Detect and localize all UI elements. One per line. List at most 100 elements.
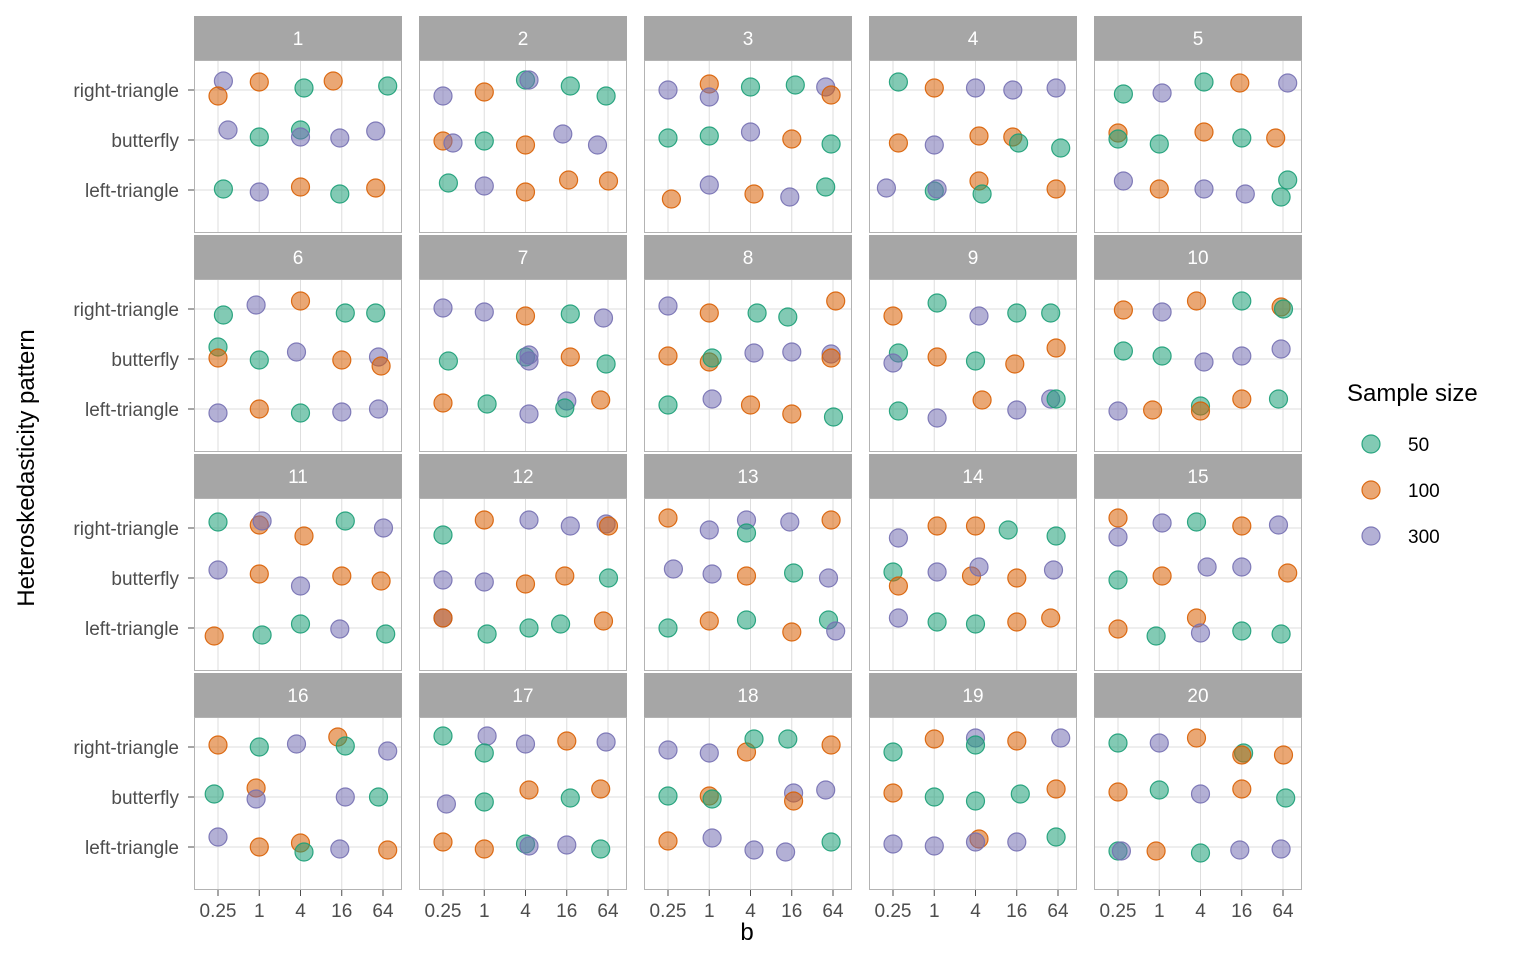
scatter-point (1232, 346, 1252, 366)
scatter-point (433, 726, 453, 746)
y-tick-label: left-triangle (85, 181, 179, 202)
facet-panel-8: 8 (644, 235, 852, 452)
facet-strip-label: 2 (518, 29, 529, 50)
facet-strip-label: 6 (293, 248, 304, 269)
x-tick-label: 1 (929, 901, 940, 922)
y-tick-label: butterfly (111, 350, 179, 371)
scatter-point (780, 512, 800, 532)
x-tick-label: 4 (970, 901, 981, 922)
scatter-point (555, 398, 575, 418)
scatter-point (366, 121, 386, 141)
x-tick-label: 16 (556, 901, 577, 922)
facet-strip (194, 454, 402, 498)
scatter-point (888, 401, 909, 421)
scatter-point (519, 780, 539, 800)
facet-strip-label: 17 (512, 686, 533, 707)
scatter-point (1108, 129, 1128, 149)
scatter-point (433, 832, 453, 852)
scatter-point (249, 182, 269, 202)
facet-strip (869, 673, 1077, 717)
scatter-point (998, 520, 1018, 540)
scatter-point (883, 353, 903, 373)
scatter-point (1046, 827, 1066, 847)
scatter-point (972, 390, 992, 410)
scatter-point (744, 343, 764, 363)
scatter-point (658, 618, 678, 638)
scatter-point (1113, 341, 1134, 361)
scatter-point (436, 794, 456, 814)
scatter-point (965, 614, 986, 634)
scatter-point (927, 179, 947, 199)
scatter-point (740, 122, 761, 142)
facet-strip (869, 454, 1077, 498)
scatter-point (474, 82, 494, 102)
scatter-point (1266, 128, 1286, 148)
scatter-point (924, 787, 944, 807)
scatter-point (1271, 187, 1291, 207)
scatter-point (598, 516, 619, 536)
scatter-point (1007, 400, 1027, 420)
scatter-point (213, 305, 233, 325)
scatter-point (294, 526, 314, 546)
scatter-point (1235, 184, 1255, 204)
scatter-point (1146, 841, 1166, 861)
scatter-point (747, 303, 767, 323)
facet-strip-label: 20 (1187, 686, 1208, 707)
y-axis-labels: left-triangle butterfly right-triangle left… (73, 81, 194, 859)
scatter-point (378, 741, 398, 761)
scatter-point (1190, 401, 1211, 421)
scatter-point (218, 120, 238, 140)
scatter-point (783, 563, 804, 583)
scatter-point (290, 576, 311, 596)
facet-strip-label: 8 (743, 248, 754, 269)
scatter-point (888, 608, 909, 628)
scatter-point (1043, 560, 1064, 580)
scatter-point (782, 129, 802, 149)
scatter-point (290, 127, 311, 147)
scatter-point (744, 184, 764, 204)
scatter-point (1152, 513, 1172, 533)
scatter-point (1142, 400, 1163, 420)
scatter-point (1152, 566, 1172, 586)
scatter-point (208, 403, 228, 423)
scatter-point (290, 291, 311, 311)
scatter-point (927, 612, 947, 632)
y-tick-label: right-triangle (73, 519, 179, 540)
scatter-point (1108, 733, 1128, 753)
scatter-point (1230, 840, 1250, 860)
x-axis-labels: 0.25 1 4 16 64 0.25 1 4 16 64 0.25 1 4 16 64 0.25 1 4 16 64… (200, 890, 1294, 922)
facet-panel-20: 20 (1094, 673, 1302, 890)
facet-strip-label: 10 (1187, 248, 1208, 269)
scatter-point (1273, 745, 1294, 765)
scatter-point (1232, 745, 1252, 765)
facet-panel-3: 3 (644, 16, 852, 233)
x-tick-label: 0.25 (425, 901, 462, 922)
scatter-point (740, 395, 761, 415)
scatter-point (736, 610, 757, 630)
facet-strip (644, 673, 852, 717)
facet-strip (194, 235, 402, 279)
scatter-point (1007, 568, 1027, 588)
facet-strip (1094, 235, 1302, 279)
scatter-point (661, 189, 682, 209)
scatter-point (1271, 339, 1291, 359)
scatter-point (888, 528, 909, 548)
facet-panel-18: 18 (644, 673, 852, 890)
scatter-point (821, 832, 841, 852)
scatter-point (1190, 843, 1211, 863)
scatter-point (1194, 179, 1214, 199)
facet-panel-19: 19 (869, 673, 1077, 890)
scatter-point (1007, 303, 1027, 323)
scatter-point (1194, 352, 1214, 372)
plot-area (644, 279, 852, 452)
scatter-point (330, 619, 350, 639)
scatter-point (699, 87, 719, 107)
scatter-point (249, 399, 269, 419)
scatter-point (515, 306, 536, 326)
scatter-point (778, 729, 798, 749)
scatter-point (1108, 527, 1128, 547)
x-axis-title: b (740, 919, 753, 946)
scatter-point (702, 789, 722, 809)
scatter-point (702, 389, 722, 409)
y-tick-label: left-triangle (85, 838, 179, 859)
